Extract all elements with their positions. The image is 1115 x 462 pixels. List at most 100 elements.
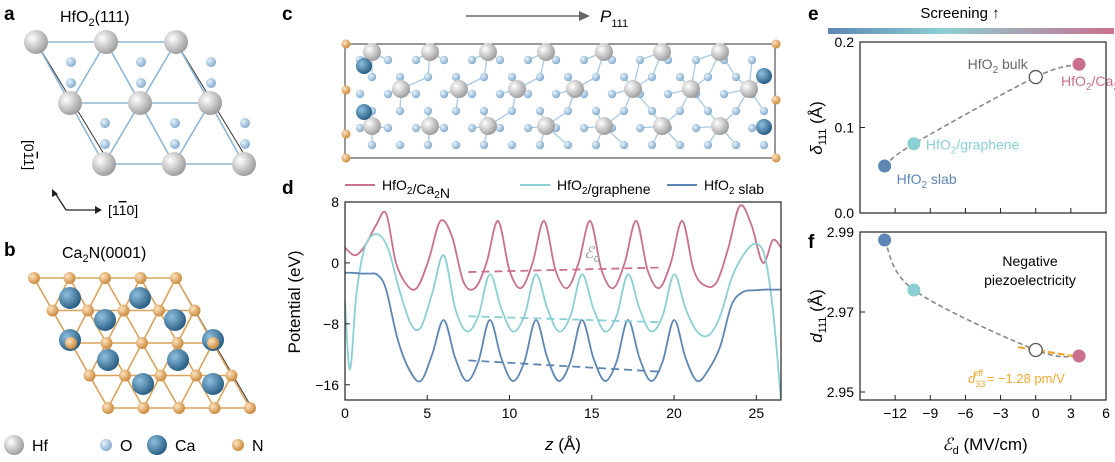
oxygen-atom [136,57,146,67]
oxygen-atom [563,140,573,150]
oxygen-atom [719,89,729,99]
oxygen-atom [579,55,589,65]
panel-label-b: b [4,240,16,261]
fit-curve [884,63,1080,167]
legend-atom-n-label: N [252,438,264,455]
panel-e: Screening ↑ HfO2 slab HfO2/graphene HfO2 b… [807,5,1115,221]
nitrogen-atom [341,129,351,139]
nitrogen-atom [341,39,351,49]
panel-label-d: d [282,178,294,199]
oxygen-atom [355,89,365,99]
oxygen-atom [495,55,505,65]
nitrogen-atom [244,402,256,414]
oxygen-atom [507,72,517,82]
data-label-graphene: HfO2/graphene [926,137,1020,157]
chart-f-ylabel: d111 (Å) [807,289,829,343]
hafnium-atom [128,91,152,115]
hafnium-atom [198,91,222,115]
x-tick-label: 0 [341,405,349,421]
series-line-graphene [345,233,781,400]
oxygen-atom [619,140,629,150]
x-tick-label: 10 [502,405,518,421]
oxygen-atom [383,89,393,99]
oxygen-atom [355,123,365,133]
oxygen-atom [703,140,713,150]
oxygen-atom [136,78,146,88]
hafnium-atom [479,43,497,61]
hafnium-atom [537,43,555,61]
oxygen-atom [495,123,505,133]
nitrogen-atom [190,369,202,382]
bond [104,277,125,311]
panel-d: HfO2/Ca2N HfO2/graphene HfO2 slab 0 5 10 15 20… [285,177,782,454]
bond [122,310,143,344]
chart-d-plot [345,202,781,400]
x-tick-label: −9 [922,405,938,421]
nitrogen-atom [207,337,219,349]
oxygen-atom [367,140,377,150]
bond [176,310,196,344]
oxygen-atom [691,55,701,65]
legend-atom-o-label: O [120,438,132,455]
chart-d-frame [344,201,782,401]
oxygen-atom [66,57,76,67]
oxygen-atom [535,106,545,116]
chart-f-xlabel: ℰd (MV/cm) [942,435,1027,457]
bond [142,375,162,409]
oxygen-atom [479,140,489,150]
oxygen-atom [619,72,629,82]
oxygen-atom [367,72,377,82]
atom-legend: Hf O Ca N [4,435,264,455]
chart-e-ylabel: δ111 (Å) [807,101,829,155]
nitrogen-atom [225,369,238,382]
nitrogen-atom [154,369,167,382]
calcium-atom [756,68,772,84]
data-point-graphene [907,137,921,151]
oxygen-atom [591,72,601,82]
oxygen-atom [759,106,769,116]
oxygen-atom [170,139,180,149]
nitrogen-atom [46,304,59,317]
oxygen-atom [647,72,657,82]
bond [213,375,233,409]
bond [88,375,109,409]
oxygen-atom [647,106,657,116]
oxygen-atom [523,89,533,99]
data-point-bulk [1028,342,1043,358]
oxygen-atom [635,123,645,133]
field-fit-line-ca2n [468,266,663,273]
nitrogen-atom [83,369,96,382]
nitrogen-atom [134,272,147,284]
y-tick-label: 0.1 [835,120,855,136]
hafnium-atom [653,117,671,135]
hafnium-atom [94,30,118,54]
oxygen-atom [523,123,533,133]
x-tick-label: 20 [666,405,682,421]
x-tick-label: 3 [1067,405,1075,421]
oxygen-atom [206,78,216,88]
screening-gradient-bar [828,28,1114,34]
direction-label-1-10: [110] [108,202,138,218]
hafnium-atom [58,91,82,115]
nitrogen-atom [771,153,781,163]
nitrogen-atom [341,85,351,95]
panel-f: 2.99 2.97 2.95 −12 −9 −6 −3 0 3 6 d111 (Å) ℰd (MV… [807,224,1110,457]
y-tick-label: 2.99 [827,224,854,240]
bond [230,375,251,409]
bond [141,342,162,376]
oxygen-atom [100,118,110,128]
nitrogen-atom [771,39,781,49]
chart-f-eff-label: d33eff = −1.28 pm/V [968,368,1065,389]
hafnium-atom [711,43,729,61]
panel-c-structure: P111 [341,7,781,163]
nitrogen-atom [188,304,201,317]
field-fit-line-slab [468,359,663,373]
bond [159,375,180,409]
oxygen-atom [691,123,701,133]
oxygen-atom [467,55,477,65]
fit-curve [883,239,1080,358]
chart-d-series-group [345,204,781,400]
bond [124,342,143,376]
oxygen-atom [579,123,589,133]
oxygen-atom [411,55,421,65]
